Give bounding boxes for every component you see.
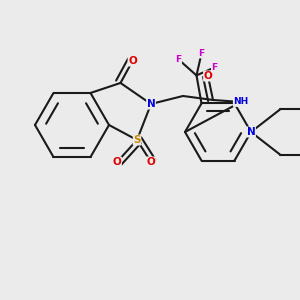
- Text: F: F: [198, 49, 205, 58]
- Text: N: N: [247, 127, 255, 137]
- Text: NH: NH: [233, 98, 249, 106]
- Text: O: O: [204, 71, 212, 81]
- Text: O: O: [112, 157, 122, 167]
- Text: F: F: [176, 55, 182, 64]
- Text: N: N: [147, 99, 155, 109]
- Text: O: O: [128, 56, 137, 66]
- Text: F: F: [212, 63, 218, 72]
- Text: O: O: [147, 157, 155, 167]
- Text: S: S: [133, 135, 141, 145]
